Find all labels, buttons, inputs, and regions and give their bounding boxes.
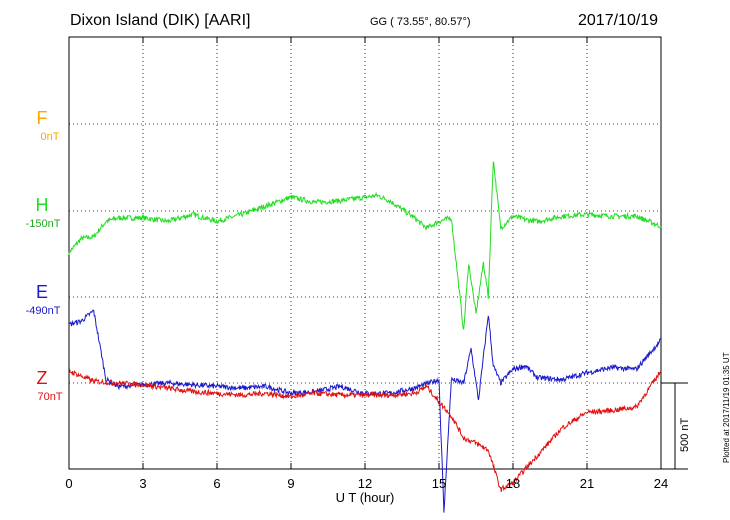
series-line-z [68,368,662,492]
channel-e-baseline: -490nT [25,305,61,317]
chart-title: Dixon Island (DIK) [AARI] [70,12,251,29]
x-tick-label: 24 [654,476,668,491]
date-label: 2017/10/19 [578,12,659,29]
channel-h-letter: H [35,195,49,215]
series-layer [68,161,662,513]
x-tick-label: 6 [213,476,220,491]
coordinates-label: GG ( 73.55°, 80.57°) [370,16,471,28]
x-axis-label: U T (hour) [336,490,395,505]
x-tick-label: 21 [580,476,594,491]
x-tick-label: 0 [65,476,72,491]
x-tick-label: 15 [432,476,446,491]
x-tick-label: 3 [139,476,146,491]
channel-f-baseline: 0nT [40,131,60,143]
channel-h-baseline: -150nT [25,218,61,230]
channel-e-letter: E [35,282,48,302]
scale-bar [661,382,688,470]
grid [69,37,661,469]
x-tick-label: 9 [287,476,294,491]
channel-z-letter: Z [36,368,48,388]
x-ticks: 0 3 6 9 12 15 18 21 24 [65,37,668,491]
series-line-h [68,161,662,331]
channel-f-letter: F [36,108,48,128]
x-tick-label: 18 [506,476,520,491]
channel-z-baseline: 70nT [37,391,63,403]
x-tick-label: 12 [358,476,372,491]
